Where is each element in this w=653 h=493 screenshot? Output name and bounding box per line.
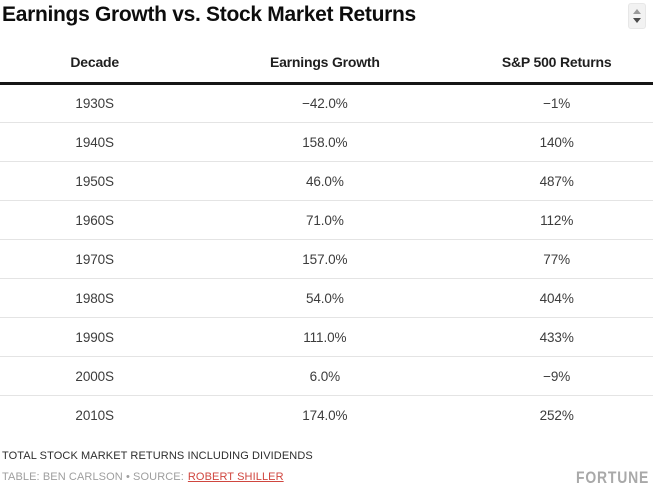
cell-earnings-growth: 158.0% xyxy=(189,122,461,162)
returns-table: Decade Earnings Growth S&P 500 Returns 1… xyxy=(0,45,653,435)
cell-decade: 1980S xyxy=(0,278,190,318)
triangle-down-icon xyxy=(633,18,641,23)
scroll-spinner[interactable] xyxy=(628,3,646,29)
cell-sp500-returns: 77% xyxy=(460,239,653,279)
credit-prefix: TABLE: BEN CARLSON • SOURCE: xyxy=(2,471,184,483)
column-header-sp500-returns: S&P 500 Returns xyxy=(460,45,653,85)
table-row: 1970S 157.0% 77% xyxy=(0,239,653,279)
source-link[interactable]: ROBERT SHILLER xyxy=(187,471,284,483)
footnote: TOTAL STOCK MARKET RETURNS INCLUDING DIV… xyxy=(2,450,313,462)
cell-earnings-growth: 46.0% xyxy=(189,161,461,201)
spinner-down-button[interactable] xyxy=(629,18,645,23)
table-row: 1960S 71.0% 112% xyxy=(0,200,653,240)
cell-decade: 2000S xyxy=(0,356,190,396)
cell-decade: 2010S xyxy=(75,407,114,423)
column-header-earnings-growth: Earnings Growth xyxy=(189,45,461,85)
cell-sp500-returns: 252% xyxy=(539,407,574,423)
cell-sp500-returns: 140% xyxy=(460,122,653,162)
cell-decade: 1970S xyxy=(0,239,190,279)
triangle-up-icon xyxy=(633,9,641,14)
cell-sp500-returns: 433% xyxy=(460,317,653,357)
table-row: 2010S 174.0% 252% xyxy=(0,396,653,435)
cell-earnings-growth: −42.0% xyxy=(189,83,461,123)
credit-line: TABLE: BEN CARLSON • SOURCE: ROBERT SHILL… xyxy=(2,471,284,483)
table-row: 1930S −42.0% −1% xyxy=(0,83,653,123)
table-row: 1990S 111.0% 433% xyxy=(0,317,653,357)
cell-earnings-growth: 157.0% xyxy=(189,239,461,279)
cell-decade: 1930S xyxy=(0,83,190,123)
header-row: Decade Earnings Growth S&P 500 Returns xyxy=(0,45,653,85)
table-row: 1940S 158.0% 140% xyxy=(0,122,653,162)
cell-sp500-returns: −9% xyxy=(460,356,653,396)
spinner-up-button[interactable] xyxy=(629,9,645,14)
cell-sp500-returns: 487% xyxy=(460,161,653,201)
column-header-decade: Decade xyxy=(0,45,190,85)
cell-earnings-growth: 71.0% xyxy=(189,200,461,240)
cell-sp500-returns: 404% xyxy=(460,278,653,318)
table-row: 2000S 6.0% −9% xyxy=(0,356,653,396)
cell-earnings-growth: 54.0% xyxy=(189,278,461,318)
cell-decade: 1940S xyxy=(0,122,190,162)
cell-decade: 1990S xyxy=(0,317,190,357)
page-title: Earnings Growth vs. Stock Market Returns xyxy=(2,3,416,26)
cell-sp500-returns: 112% xyxy=(460,200,653,240)
cell-sp500-returns: −1% xyxy=(460,83,653,123)
cell-earnings-growth: 6.0% xyxy=(189,356,461,396)
fortune-logo: FORTUNE xyxy=(575,468,649,487)
cell-earnings-growth: 174.0% xyxy=(302,407,348,423)
table-row: 1950S 46.0% 487% xyxy=(0,161,653,201)
cell-decade: 1950S xyxy=(0,161,190,201)
cell-earnings-growth: 111.0% xyxy=(189,317,461,357)
cell-decade: 1960S xyxy=(0,200,190,240)
table-row: 1980S 54.0% 404% xyxy=(0,278,653,318)
